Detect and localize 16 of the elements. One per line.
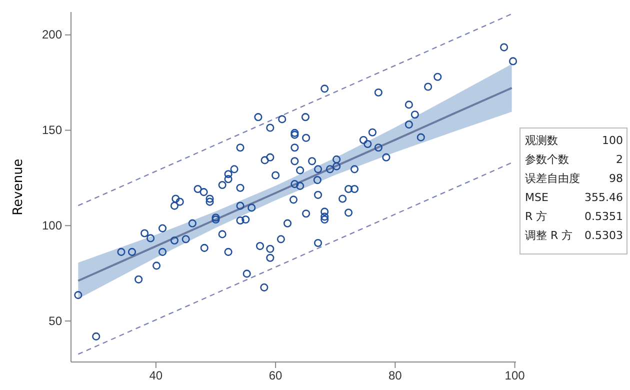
x-tick-label: 100 bbox=[504, 368, 526, 383]
line-series bbox=[77, 86, 513, 282]
y-axis-title: Revenue bbox=[11, 158, 26, 216]
text: 误差自由度 98 bbox=[525, 172, 623, 185]
x-tick-label: 40 bbox=[149, 368, 163, 383]
text: 观测数 100 bbox=[525, 134, 623, 147]
x-tick-label: 80 bbox=[388, 368, 402, 383]
y-tick-label: 50 bbox=[48, 314, 62, 328]
text: 调整 R 方 0.5303 bbox=[525, 229, 623, 242]
text: 参数个数 2 bbox=[525, 153, 623, 166]
text: MSE 355.46 bbox=[525, 191, 623, 204]
text: R 方 0.5351 bbox=[525, 210, 623, 223]
y-tick-label: 150 bbox=[42, 123, 62, 138]
y-tick-label: 200 bbox=[42, 28, 62, 42]
x-tick-label: 60 bbox=[268, 368, 283, 383]
y-tick-label: 100 bbox=[42, 218, 62, 232]
